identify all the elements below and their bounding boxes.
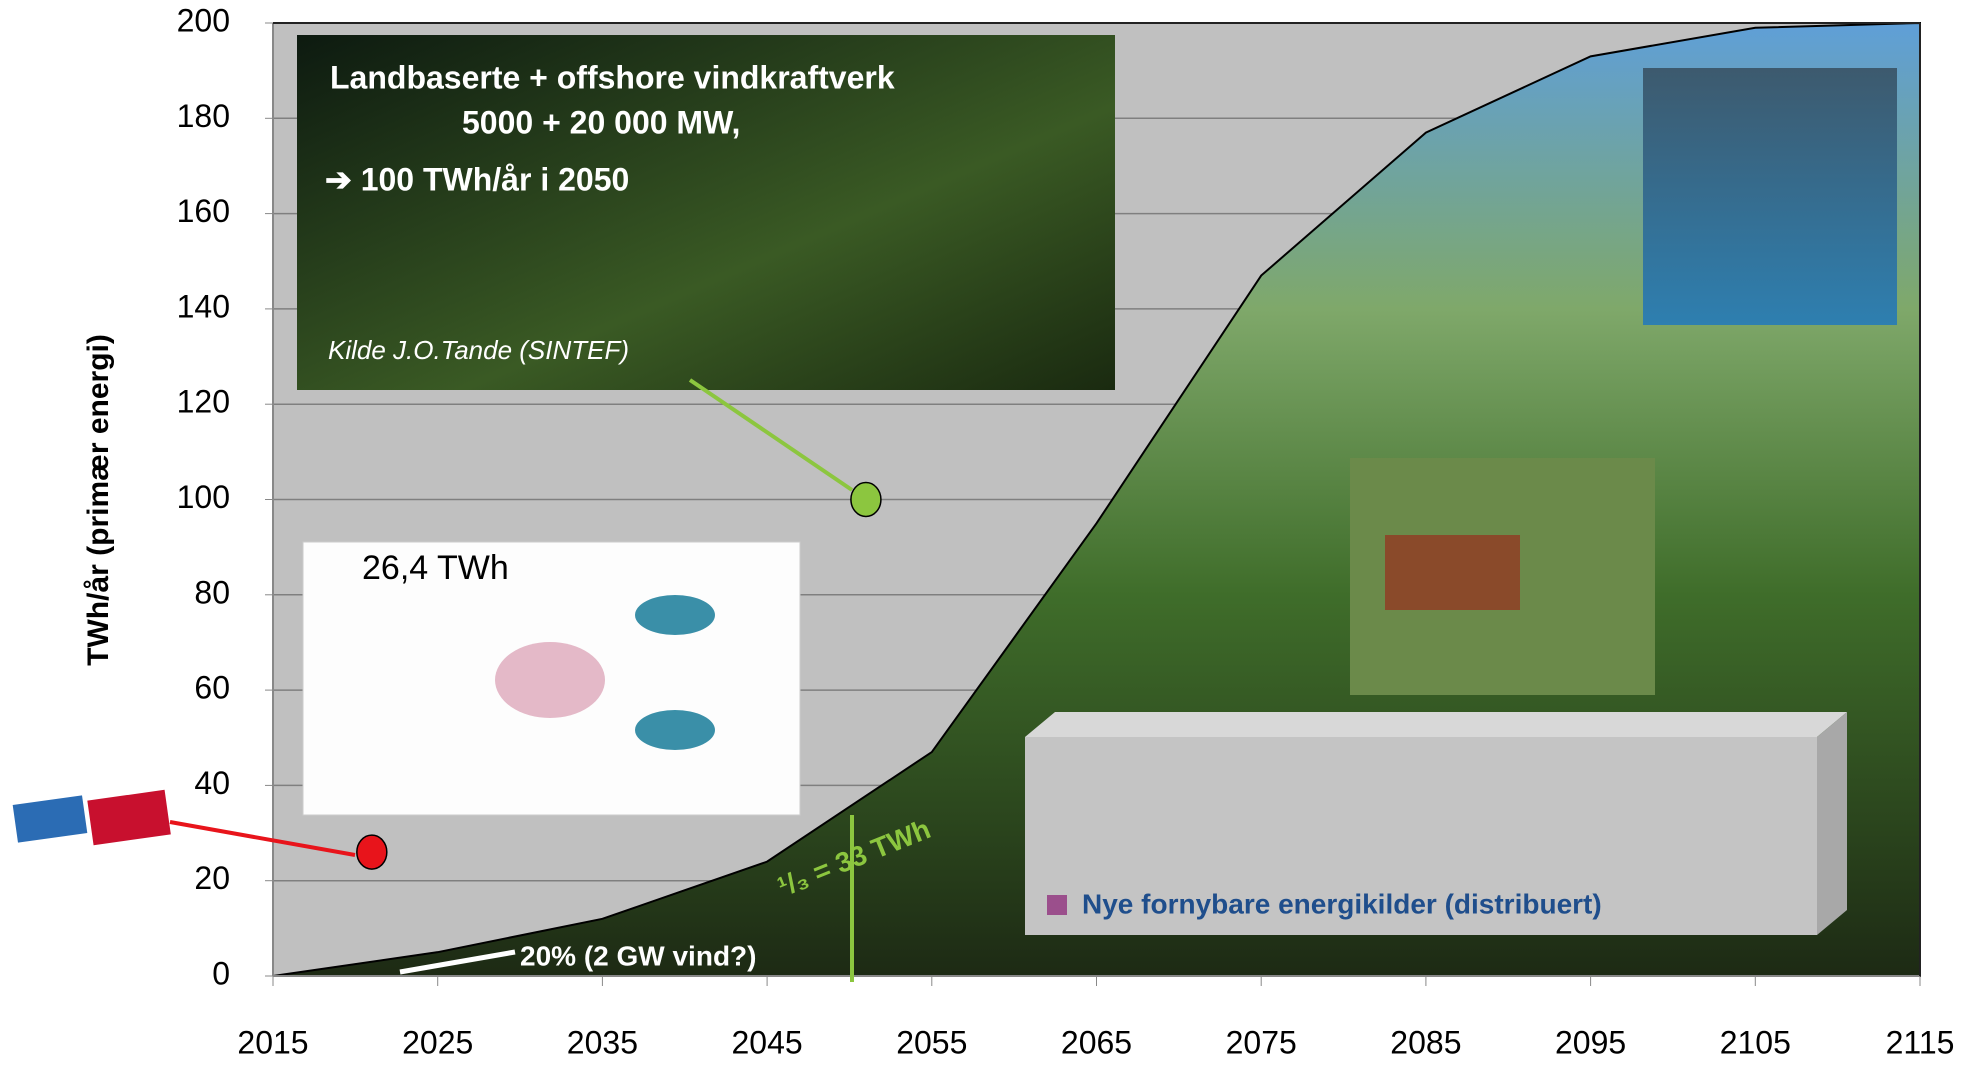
- annotation: 20% (2 GW vind?): [520, 940, 756, 971]
- diagram-icon: [635, 595, 715, 635]
- annotation: 26,4 TWh: [362, 549, 509, 587]
- x-tick-label: 2105: [1720, 1024, 1791, 1060]
- x-tick-label: 2075: [1226, 1024, 1297, 1060]
- offshore-photo: [1643, 68, 1897, 325]
- x-tick-label: 2065: [1061, 1024, 1132, 1060]
- arrow: [688, 378, 854, 492]
- y-tick-label: 60: [194, 670, 230, 706]
- y-tick-label: 180: [177, 98, 230, 134]
- annotation: ➔ 100 TWh/år i 2050: [325, 161, 629, 197]
- x-tick-label: 2025: [402, 1024, 473, 1060]
- y-tick-label: 120: [177, 384, 230, 420]
- y-tick-label: 0: [212, 955, 230, 991]
- y-tick-label: 20: [194, 860, 230, 896]
- y-tick-label: 140: [177, 288, 230, 324]
- annotation: 5000 + 20 000 MW,: [462, 104, 740, 140]
- x-tick-label: 2035: [567, 1024, 638, 1060]
- legend-swatch: [1047, 895, 1067, 915]
- legend-box: [1025, 737, 1817, 935]
- map-photo: [297, 35, 1115, 390]
- x-tick-label: 2055: [896, 1024, 967, 1060]
- y-tick-label: 100: [177, 479, 230, 515]
- x-tick-label: 2085: [1390, 1024, 1461, 1060]
- y-tick-label: 200: [177, 2, 230, 38]
- marker: [356, 834, 388, 870]
- marker: [850, 481, 882, 518]
- annotation: Landbaserte + offshore vindkraftverk: [330, 59, 895, 95]
- flag-no: [87, 789, 171, 846]
- annotation: Kilde J.O.Tande (SINTEF): [328, 335, 629, 365]
- flag-se: [12, 795, 88, 843]
- arrow: [399, 949, 516, 975]
- y-axis-label: TWh/år (primær energi): [82, 334, 115, 666]
- legend-label: Nye fornybare energikilder (distribuert): [1082, 888, 1602, 919]
- y-tick-label: 80: [194, 574, 230, 610]
- y-tick-label: 160: [177, 193, 230, 229]
- legend-box-side: [1817, 712, 1847, 935]
- y-tick-label: 40: [194, 765, 230, 801]
- x-tick-label: 2045: [732, 1024, 803, 1060]
- legend-box-top: [1025, 712, 1847, 737]
- diagram-icon: [495, 642, 605, 718]
- cabin: [1385, 535, 1520, 610]
- x-tick-label: 2095: [1555, 1024, 1626, 1060]
- x-tick-label: 2015: [237, 1024, 308, 1060]
- arrow: [169, 820, 356, 857]
- x-tick-label: 2115: [1886, 1024, 1955, 1060]
- diagram-icon: [635, 710, 715, 750]
